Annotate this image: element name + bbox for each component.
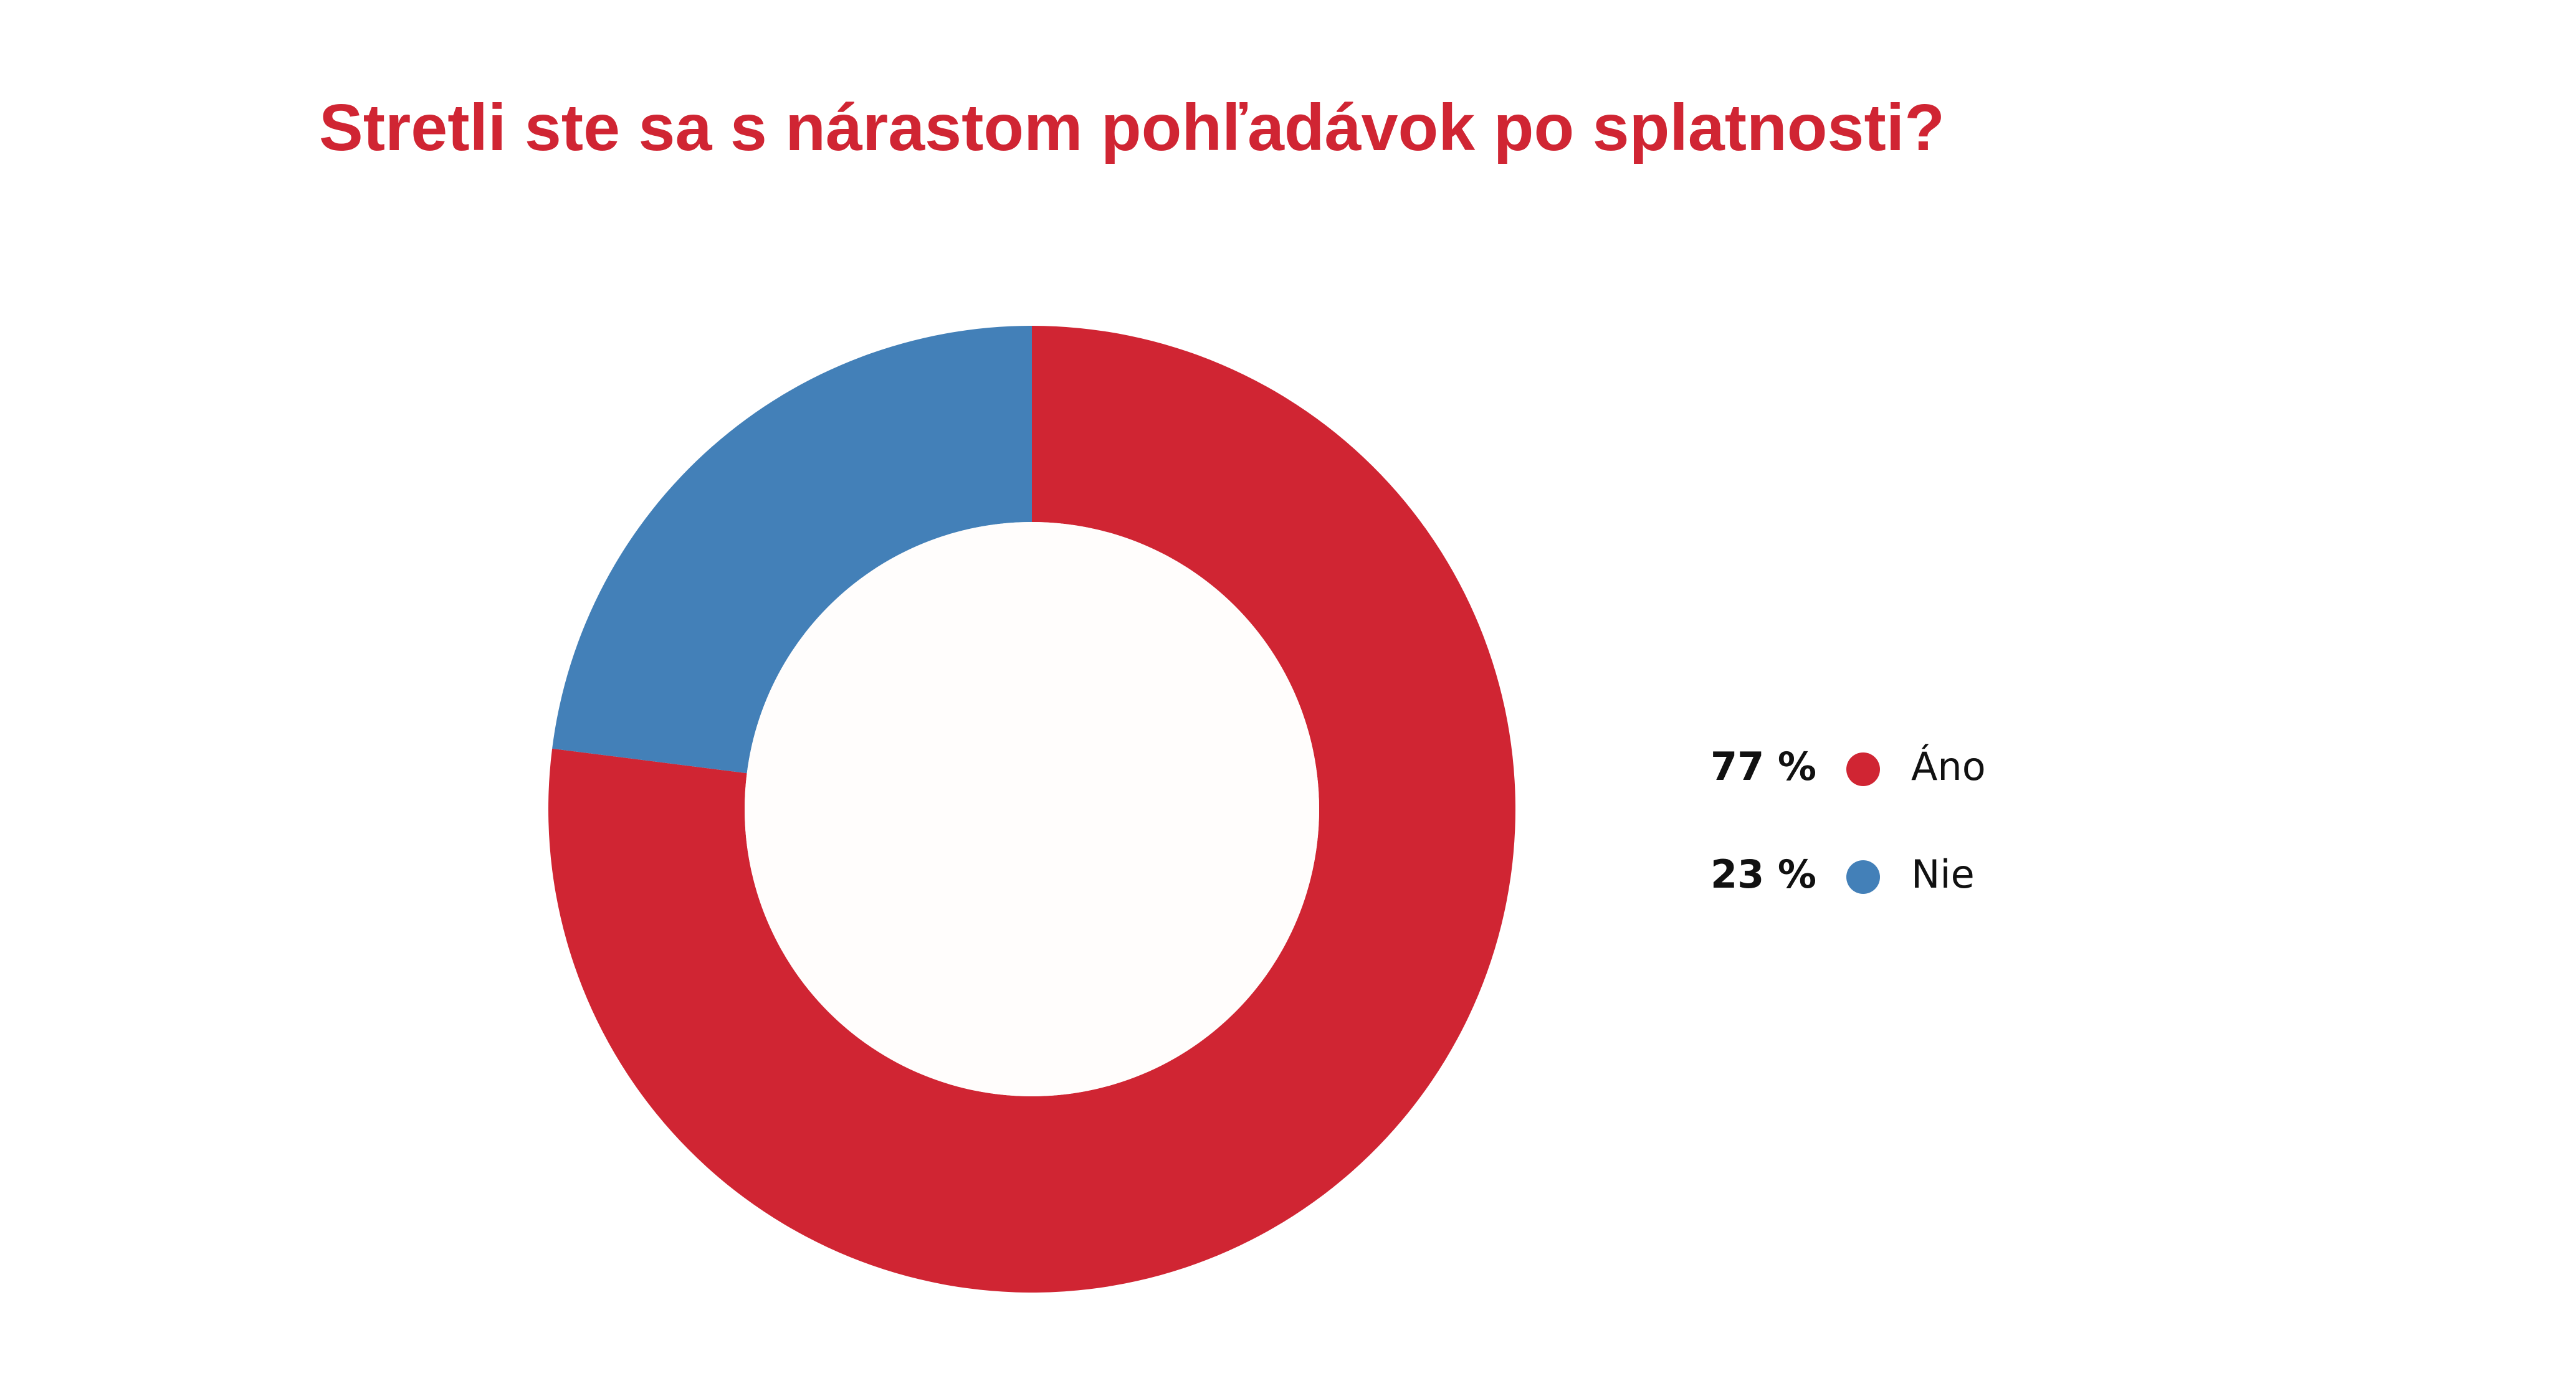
legend-label: Áno <box>1911 743 1986 789</box>
donut-slice <box>548 326 1515 1293</box>
legend-marker <box>1846 752 1880 786</box>
legend-label: Nie <box>1911 852 1975 897</box>
donut-hole <box>745 522 1319 1096</box>
legend-value: 77 % <box>1710 744 1816 789</box>
legend-value: 23 % <box>1710 852 1816 897</box>
legend-marker <box>1846 860 1880 894</box>
donut-slice <box>552 326 1032 774</box>
chart-title: Stretli ste sa s nárastom pohľadávok po … <box>319 91 1945 164</box>
